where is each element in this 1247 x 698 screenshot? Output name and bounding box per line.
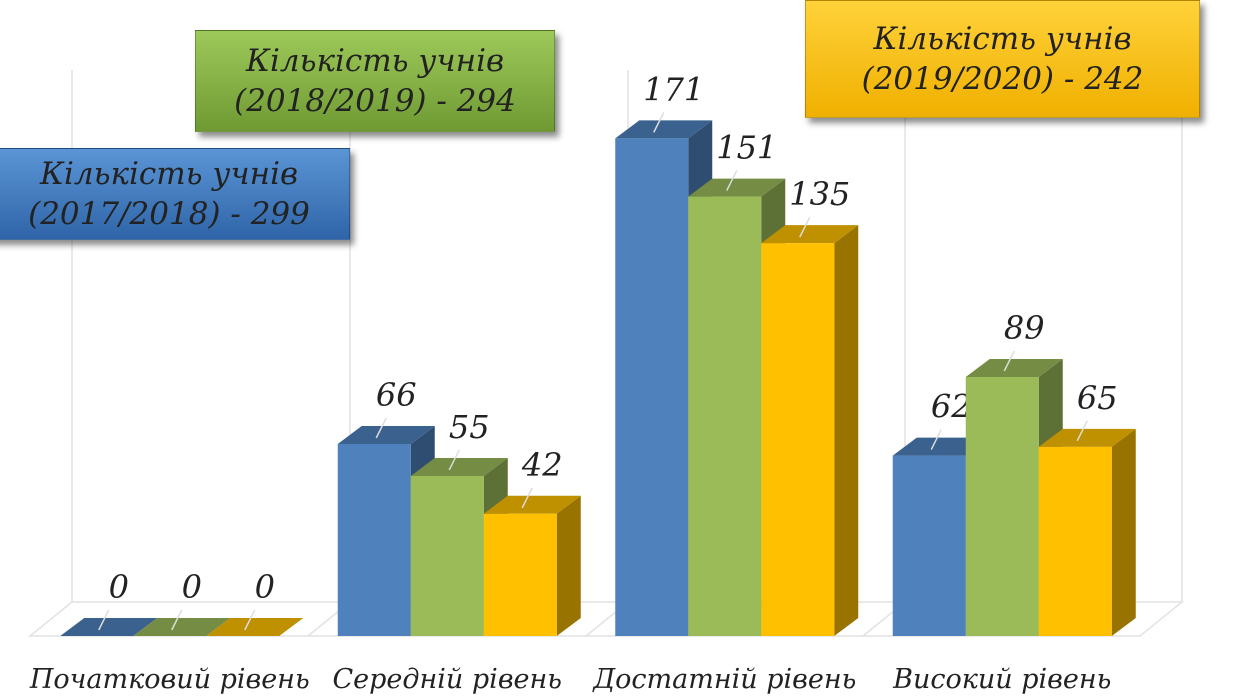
leader-line bbox=[1076, 420, 1088, 442]
bar-top bbox=[688, 178, 786, 197]
data-label: 89 bbox=[1004, 309, 1045, 347]
bar bbox=[1038, 446, 1112, 636]
leader-line bbox=[726, 170, 738, 191]
bar bbox=[761, 243, 835, 636]
x-tick-label: Середній рівень bbox=[333, 664, 563, 695]
bar-top bbox=[337, 425, 435, 444]
bar bbox=[615, 138, 689, 636]
data-label: 65 bbox=[1077, 379, 1118, 417]
leader-line bbox=[799, 216, 811, 238]
leader-line bbox=[521, 487, 533, 509]
x-tick-label: Високий рівень bbox=[892, 664, 1111, 695]
data-label: 0 bbox=[182, 568, 202, 606]
bar bbox=[965, 377, 1039, 636]
bar-top bbox=[892, 437, 990, 456]
data-label: 151 bbox=[716, 129, 777, 167]
legend-entry: Кількість учнів (2018/2019) - 294 bbox=[195, 30, 555, 132]
bar-top bbox=[410, 457, 508, 476]
bar-top bbox=[60, 618, 158, 636]
data-label: 0 bbox=[109, 568, 129, 606]
bar-side bbox=[834, 225, 859, 636]
legend-entry: Кількість учнів (2017/2018) - 299 bbox=[0, 148, 350, 240]
bar-top bbox=[206, 618, 304, 636]
leader-line bbox=[244, 609, 256, 631]
data-label: 55 bbox=[449, 408, 490, 446]
legend-entry: Кількість учнів (2019/2020) - 242 bbox=[805, 0, 1200, 118]
leader-line bbox=[98, 609, 110, 631]
leader-line bbox=[171, 609, 183, 631]
bar bbox=[483, 513, 557, 636]
bar-side bbox=[1111, 428, 1136, 636]
bar-side bbox=[556, 495, 581, 636]
bar-top bbox=[133, 618, 231, 636]
data-label: 171 bbox=[643, 70, 704, 108]
bar-top bbox=[761, 225, 859, 244]
data-label: 42 bbox=[521, 446, 563, 484]
leader-line bbox=[930, 429, 942, 450]
bar bbox=[892, 455, 966, 636]
data-label: 0 bbox=[255, 568, 275, 606]
leader-line bbox=[1003, 350, 1015, 372]
bar-top bbox=[1038, 428, 1136, 447]
data-label: 66 bbox=[376, 376, 417, 414]
bar-top bbox=[615, 120, 713, 139]
data-label: 62 bbox=[931, 388, 972, 426]
leader-line bbox=[653, 112, 665, 133]
bar-top bbox=[483, 495, 581, 514]
data-label: 135 bbox=[789, 175, 850, 213]
bar bbox=[688, 196, 762, 636]
bar bbox=[410, 475, 484, 636]
leader-line bbox=[448, 449, 460, 471]
x-tick-label: Початковий рівень bbox=[29, 664, 310, 695]
x-tick-label: Достатній рівень bbox=[592, 664, 856, 695]
bar-top bbox=[965, 359, 1063, 378]
leader-line bbox=[375, 417, 387, 439]
bar bbox=[337, 443, 411, 636]
